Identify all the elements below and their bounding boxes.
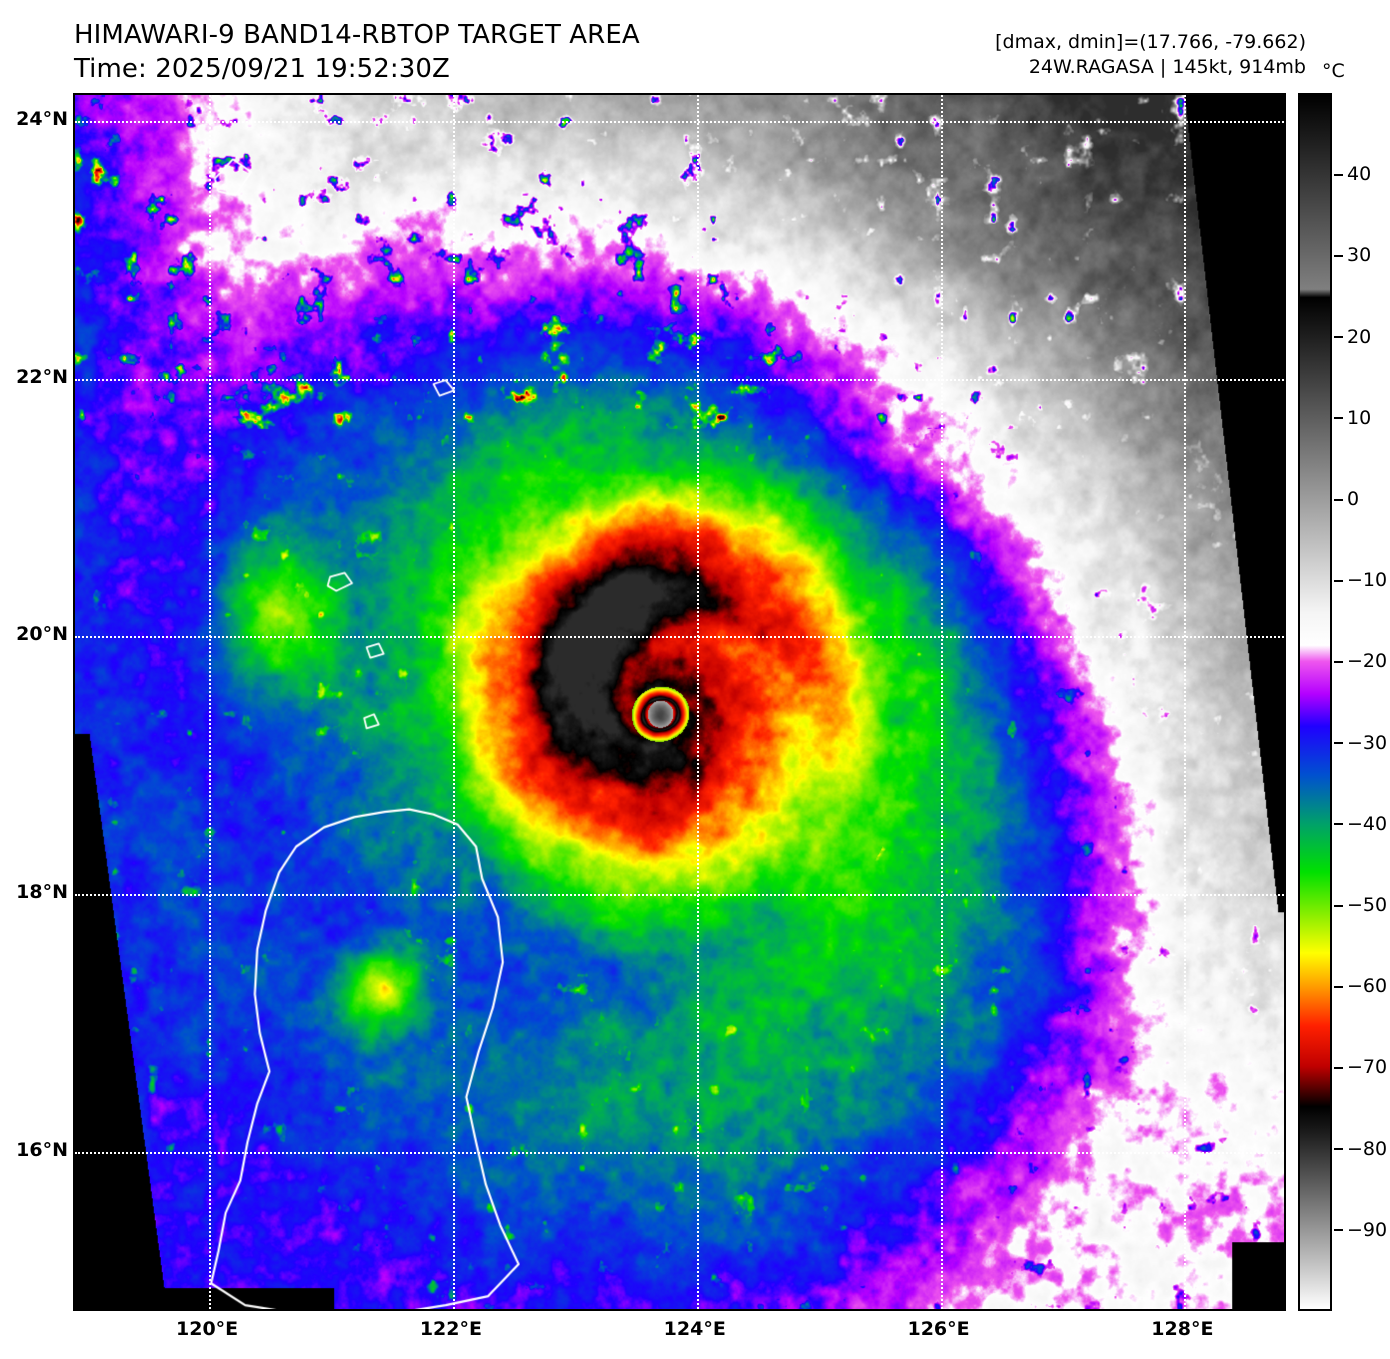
- colorbar-tick--80: −80: [1334, 1138, 1387, 1160]
- colorbar-tick-40: 40: [1334, 163, 1371, 185]
- lat-tick-label-18: 18°N: [16, 881, 68, 904]
- colorbar-tick--70: −70: [1334, 1056, 1387, 1078]
- metadata-block: [dmax, dmin]=(17.766, -79.662) 24W.RAGAS…: [995, 30, 1306, 79]
- colorbar-bar: [1298, 93, 1332, 1311]
- colorbar-tick--20: −20: [1334, 650, 1387, 672]
- colorbar-tick--90: −90: [1334, 1219, 1387, 1241]
- infrared-satellite-heatmap: [75, 95, 1284, 1309]
- colorbar-tick-label: −10: [1347, 569, 1388, 592]
- lon-tick-label-122: 122°E: [419, 1318, 482, 1340]
- colorbar-tick-label: 10: [1347, 406, 1372, 429]
- dmax-dmin-label: [dmax, dmin]=(17.766, -79.662): [995, 31, 1306, 53]
- colorbar-tick-label: −30: [1347, 731, 1388, 754]
- lon-tick-label-120: 120°E: [176, 1318, 239, 1340]
- lon-tick-label-124: 124°E: [663, 1318, 726, 1340]
- storm-info-label: 24W.RAGASA | 145kt, 914mb: [1028, 55, 1306, 78]
- colorbar-tick-label: −70: [1347, 1056, 1388, 1079]
- colorbar-tick-label: −50: [1347, 894, 1388, 916]
- lat-tick-label-16: 16°N: [16, 1138, 68, 1161]
- satellite-image-panel: Copyright © 2020-2025 Dapiya: [73, 93, 1286, 1311]
- colorbar-tick--30: −30: [1334, 732, 1387, 754]
- colorbar-tick-label: −80: [1347, 1137, 1388, 1160]
- lat-tick-label-20: 20°N: [16, 623, 68, 646]
- colorbar-tick-0: 0: [1334, 488, 1359, 510]
- colorbar-tick-label: −20: [1347, 650, 1388, 673]
- colorbar-unit-label: °C: [1322, 60, 1345, 82]
- temperature-colorbar: 40 30 20 10 0 −10 −20 −30 −40 −50 −60 −70 −80 −90: [1298, 93, 1387, 1311]
- colorbar-tick--40: −40: [1334, 813, 1387, 835]
- lat-tick-label-24: 24°N: [16, 107, 68, 130]
- page-title: HIMAWARI-9 BAND14-RBTOP TARGET AREA: [74, 20, 640, 50]
- lat-tick-label-22: 22°N: [16, 365, 68, 388]
- colorbar-tick-30: 30: [1334, 244, 1371, 266]
- colorbar-tick-label: 20: [1347, 325, 1372, 348]
- colorbar-tick-label: −60: [1347, 975, 1388, 998]
- lon-tick-label-128: 128°E: [1151, 1318, 1214, 1340]
- colorbar-tick-label: −90: [1347, 1218, 1388, 1241]
- colorbar-tick--10: −10: [1334, 569, 1387, 591]
- colorbar-tick-label: −40: [1347, 812, 1388, 835]
- colorbar-tick-label: 30: [1347, 244, 1372, 267]
- lon-tick-label-126: 126°E: [907, 1318, 970, 1340]
- colorbar-gradient: [1300, 95, 1330, 1309]
- colorbar-tick-label: 0: [1347, 488, 1360, 510]
- colorbar-tick--60: −60: [1334, 975, 1387, 997]
- colorbar-tick-label: 40: [1347, 163, 1372, 186]
- colorbar-tick-10: 10: [1334, 407, 1371, 429]
- title-block: HIMAWARI-9 BAND14-RBTOP TARGET AREA Time…: [74, 18, 640, 87]
- colorbar-tick--50: −50: [1334, 894, 1387, 916]
- colorbar-tick-20: 20: [1334, 326, 1371, 348]
- timestamp-label: Time: 2025/09/21 19:52:30Z: [74, 54, 450, 85]
